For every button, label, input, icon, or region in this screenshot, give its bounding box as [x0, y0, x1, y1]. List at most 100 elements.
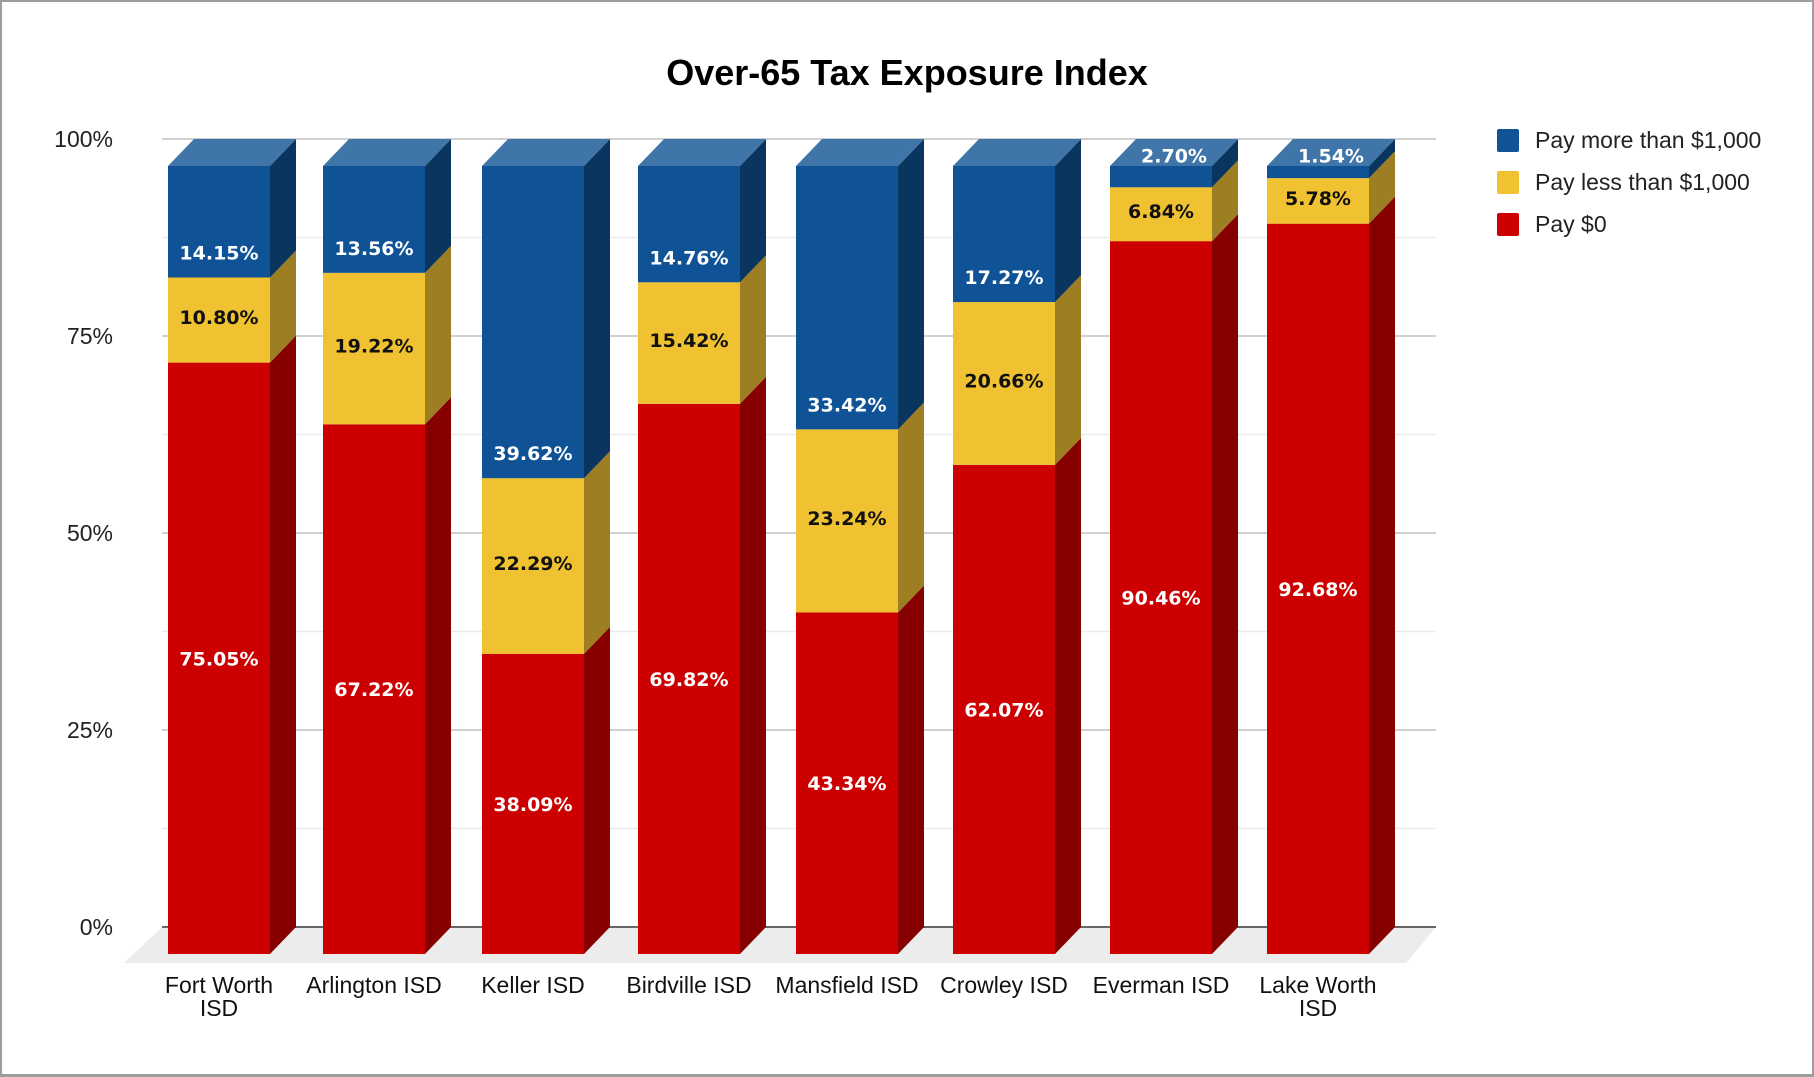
bar-segment[interactable]: [1267, 178, 1369, 224]
bar-segment[interactable]: [953, 464, 1055, 954]
bar-segment[interactable]: [168, 362, 270, 955]
bar-segment-side: [584, 139, 610, 479]
data-label: 33.42%: [807, 394, 886, 416]
bar-segment[interactable]: [953, 302, 1055, 465]
bar-stack: [1110, 139, 1238, 955]
data-label: 23.24%: [807, 508, 886, 530]
bar-segment-side: [740, 376, 766, 955]
chart-title: Over-65 Tax Exposure Index: [666, 52, 1148, 93]
y-tick-label: 50%: [67, 520, 113, 546]
bar-segment-side: [1055, 275, 1081, 465]
legend-label: Pay $0: [1535, 211, 1607, 237]
legend-item[interactable]: Pay $0: [1497, 211, 1607, 237]
bar-stack: [953, 139, 1081, 954]
bar-top-face: [1267, 139, 1395, 166]
bar-segment[interactable]: [796, 429, 898, 613]
bar-segment[interactable]: [168, 166, 270, 278]
bar-segment[interactable]: [796, 166, 898, 430]
bar-segment-side: [1212, 139, 1238, 188]
legend-swatch-icon: [1497, 213, 1519, 236]
bar-segment[interactable]: [168, 277, 270, 363]
x-category-label: Mansfield ISD: [775, 972, 918, 998]
data-label: 43.34%: [807, 773, 886, 795]
legend-item[interactable]: Pay less than $1,000: [1497, 169, 1750, 195]
bar-segment[interactable]: [1110, 187, 1212, 242]
legend-item[interactable]: Pay more than $1,000: [1497, 127, 1761, 153]
bar-stack: [638, 139, 766, 955]
x-category-label: Keller ISD: [481, 972, 585, 998]
data-label: 14.76%: [649, 247, 728, 269]
legend: Pay more than $1,000 Pay less than $1,000…: [1497, 127, 1761, 237]
bar-segment[interactable]: [323, 272, 425, 425]
legend-label: Pay more than $1,000: [1535, 127, 1761, 153]
data-label: 62.07%: [964, 699, 1043, 721]
y-tick-label: 25%: [67, 717, 113, 743]
x-category-label: ISD: [200, 995, 238, 1021]
bar-segment-side: [425, 397, 451, 954]
floor-plane: [124, 927, 1436, 963]
bar-segment[interactable]: [638, 282, 740, 404]
bar-segment-side: [1212, 214, 1238, 955]
data-label: 92.68%: [1278, 579, 1357, 601]
bar-segment[interactable]: [638, 403, 740, 955]
bar-segment-side: [270, 139, 296, 278]
bar-segment[interactable]: [482, 166, 584, 479]
data-label: 15.42%: [649, 330, 728, 352]
y-tick-label: 0%: [80, 914, 113, 940]
bar-segment-side: [270, 335, 296, 955]
bar-stack: [323, 139, 451, 954]
bar-stack: [796, 139, 924, 954]
bar-segment-side: [584, 451, 610, 654]
y-tick-label: 100%: [54, 126, 113, 152]
bar-segment[interactable]: [482, 478, 584, 654]
data-label: 17.27%: [964, 267, 1043, 289]
bar-segment[interactable]: [1267, 166, 1369, 179]
x-category-label: Fort Worth: [165, 972, 273, 998]
bar-segment[interactable]: [796, 612, 898, 954]
bar-top-face: [796, 139, 924, 166]
y-axis-ticks: 0% 25% 50% 75% 100%: [54, 126, 113, 940]
data-label: 13.56%: [334, 238, 413, 260]
data-label: 14.15%: [179, 243, 258, 265]
data-label: 75.05%: [179, 648, 258, 670]
bar-segment-side: [1369, 151, 1395, 224]
data-labels: 75.05% 10.80% 14.15% 67.22% 19.22% 13.56% 38.0…: [179, 146, 1364, 816]
bar-segment[interactable]: [953, 166, 1055, 303]
bar-stack: [482, 139, 610, 954]
bar-segment-side: [425, 139, 451, 273]
bar-segment[interactable]: [1267, 223, 1369, 955]
bar-segment[interactable]: [1110, 241, 1212, 955]
bar-segment-side: [740, 139, 766, 283]
legend-swatch-icon: [1497, 129, 1519, 152]
bar-segment-side: [1369, 196, 1395, 955]
data-label: 1.54%: [1298, 146, 1364, 168]
bar-segment-side: [898, 585, 924, 954]
bars: [168, 139, 1395, 955]
x-category-label: Birdville ISD: [626, 972, 751, 998]
data-label: 38.09%: [493, 794, 572, 816]
legend-label: Pay less than $1,000: [1535, 169, 1750, 195]
bar-top-face: [638, 139, 766, 166]
x-category-label: Lake Worth: [1259, 972, 1376, 998]
x-category-label: Arlington ISD: [306, 972, 442, 998]
data-label: 2.70%: [1141, 146, 1207, 168]
bar-top-face: [168, 139, 296, 166]
bar-top-face: [323, 139, 451, 166]
bar-segment[interactable]: [482, 653, 584, 954]
x-category-label: Crowley ISD: [940, 972, 1068, 998]
bar-segment-side: [1369, 139, 1395, 179]
bar-segment-side: [425, 245, 451, 425]
data-label: 20.66%: [964, 370, 1043, 392]
bar-segment[interactable]: [638, 166, 740, 283]
data-label: 6.84%: [1128, 201, 1194, 223]
bar-segment-side: [1212, 160, 1238, 242]
bar-stack: [168, 139, 296, 955]
bar-segment[interactable]: [323, 424, 425, 954]
data-label: 22.29%: [493, 553, 572, 575]
bar-segment[interactable]: [323, 166, 425, 273]
legend-swatch-icon: [1497, 171, 1519, 194]
bar-segment[interactable]: [1110, 166, 1212, 188]
chart-floor: [124, 926, 1436, 963]
bar-top-face: [482, 139, 610, 166]
